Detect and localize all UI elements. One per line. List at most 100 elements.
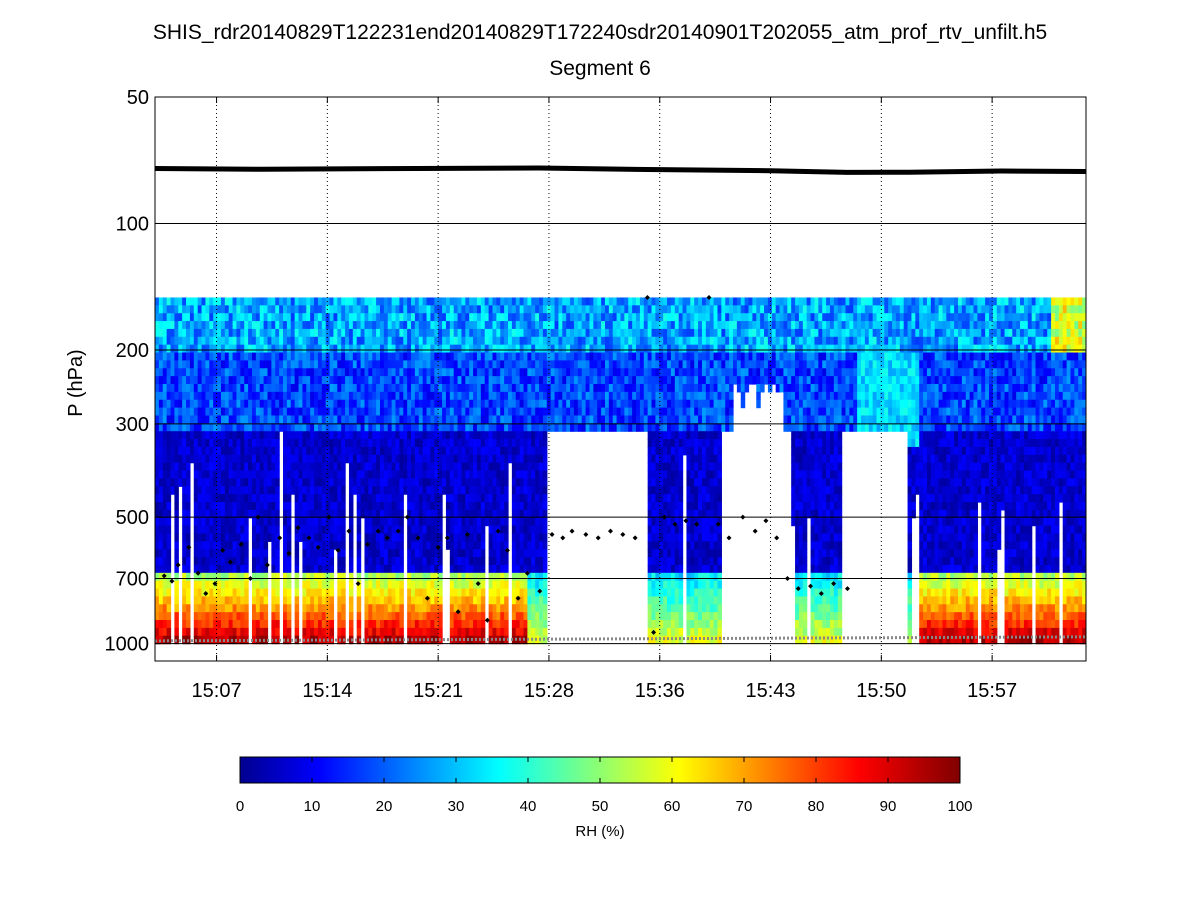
cloud-top-marker — [726, 535, 732, 541]
cloud-top-marker — [444, 535, 450, 541]
heatmap-column — [655, 297, 660, 645]
heatmap-column — [767, 297, 773, 393]
heatmap-column — [981, 297, 986, 645]
heatmap-column — [957, 297, 963, 645]
heatmap-column — [193, 297, 199, 645]
heatmap-column — [663, 297, 668, 645]
tropopause-line — [154, 165, 1087, 175]
heatmap-column — [445, 297, 451, 550]
cloud-top-marker — [795, 586, 801, 592]
heatmap-column — [577, 297, 583, 432]
heatmap-column — [748, 297, 753, 385]
heatmap-column — [795, 297, 800, 645]
heatmap-column — [888, 297, 893, 432]
heatmap-column — [996, 297, 1002, 550]
heatmap-column — [511, 297, 517, 645]
heatmap-column — [829, 297, 835, 645]
heatmap-column — [267, 297, 272, 542]
y-axis-ticks: 50 100 200 300 500 700 1000 — [105, 87, 1086, 656]
heatmap-column — [403, 297, 408, 495]
heatmap-column — [527, 297, 532, 645]
heatmap-column — [488, 297, 494, 645]
heatmap-column — [771, 297, 777, 385]
heatmap-column — [542, 297, 548, 645]
heatmap-column — [841, 297, 847, 432]
heatmap-column — [178, 297, 183, 487]
heatmap-column — [764, 297, 769, 385]
cloud-top-marker — [326, 514, 332, 520]
heatmap-column — [1051, 297, 1056, 645]
cloud-top-marker — [335, 547, 341, 553]
colorbar-tick-label: 40 — [520, 798, 537, 815]
x-tick-label: 15:36 — [635, 680, 685, 702]
heatmap-column — [372, 297, 377, 645]
heatmap-column — [306, 297, 311, 645]
heatmap-column — [1062, 297, 1068, 645]
heatmap-column — [174, 297, 179, 645]
heatmap-column — [170, 297, 175, 495]
heatmap-column — [612, 297, 618, 432]
cloud-top-marker — [475, 581, 481, 587]
heatmap-column — [872, 297, 878, 432]
heatmap-column — [217, 297, 222, 645]
rh-heatmap — [155, 297, 1086, 645]
colorbar-tick-label: 100 — [947, 798, 972, 815]
cloud-top-marker — [844, 586, 850, 592]
y-tick-label: 300 — [116, 414, 149, 436]
heatmap-column — [667, 297, 672, 645]
chart-title: SHIS_rdr20140829T122231end20140829T17224… — [152, 21, 1048, 44]
y-tick-label: 50 — [127, 87, 149, 109]
heatmap-column — [919, 297, 924, 645]
heatmap-column — [1074, 297, 1079, 645]
cloud-top-marker — [415, 535, 421, 541]
heatmap-column — [1070, 297, 1075, 645]
colorbar-tick-label: 20 — [376, 798, 393, 815]
heatmap-column — [868, 297, 874, 432]
heatmap-column — [352, 297, 358, 495]
heatmap-column — [251, 297, 257, 645]
heatmap-column — [1020, 297, 1025, 645]
cloud-top-marker — [706, 294, 712, 300]
heatmap-column — [884, 297, 889, 432]
heatmap-column — [670, 297, 676, 645]
cloud-top-marker — [831, 581, 837, 587]
cloud-top-marker — [346, 528, 352, 534]
heatmap-column — [783, 297, 788, 432]
heatmap-column — [876, 297, 882, 432]
heatmap-column — [1039, 297, 1044, 645]
cloud-top-marker — [247, 576, 253, 582]
heatmap-column — [701, 297, 707, 645]
heatmap-column — [818, 297, 823, 645]
cloud-top-markers — [154, 165, 1087, 643]
heatmap-column — [395, 297, 400, 645]
heatmap-column — [837, 297, 843, 645]
cloud-top-marker — [161, 573, 167, 579]
heatmap-column — [973, 297, 978, 645]
cloud-top-marker — [355, 581, 361, 587]
cloud-top-marker — [583, 532, 589, 538]
cloud-top-marker — [295, 525, 301, 531]
y-tick-label: 200 — [116, 340, 149, 362]
cloud-top-marker — [661, 514, 667, 520]
heatmap-column — [248, 297, 253, 519]
cloud-top-marker — [495, 528, 501, 534]
heatmap-column — [915, 297, 920, 495]
plot-frame — [154, 96, 1087, 662]
heatmap-column — [849, 297, 854, 432]
cloud-top-marker — [255, 514, 261, 520]
heatmap-column — [690, 297, 695, 645]
heatmap-column — [434, 297, 439, 645]
heatmap-column — [643, 297, 649, 432]
heatmap-column — [845, 297, 850, 432]
heatmap-column — [298, 297, 304, 542]
heatmap-column — [604, 297, 610, 432]
heatmap-column — [965, 297, 971, 645]
cloud-top-marker — [740, 514, 746, 520]
cloud-top-marker — [364, 541, 370, 547]
heatmap-column — [791, 297, 796, 527]
cloud-top-marker — [435, 544, 441, 550]
heatmap-column — [632, 297, 637, 432]
cloud-top-marker — [818, 591, 824, 597]
heatmap-column — [833, 297, 839, 645]
